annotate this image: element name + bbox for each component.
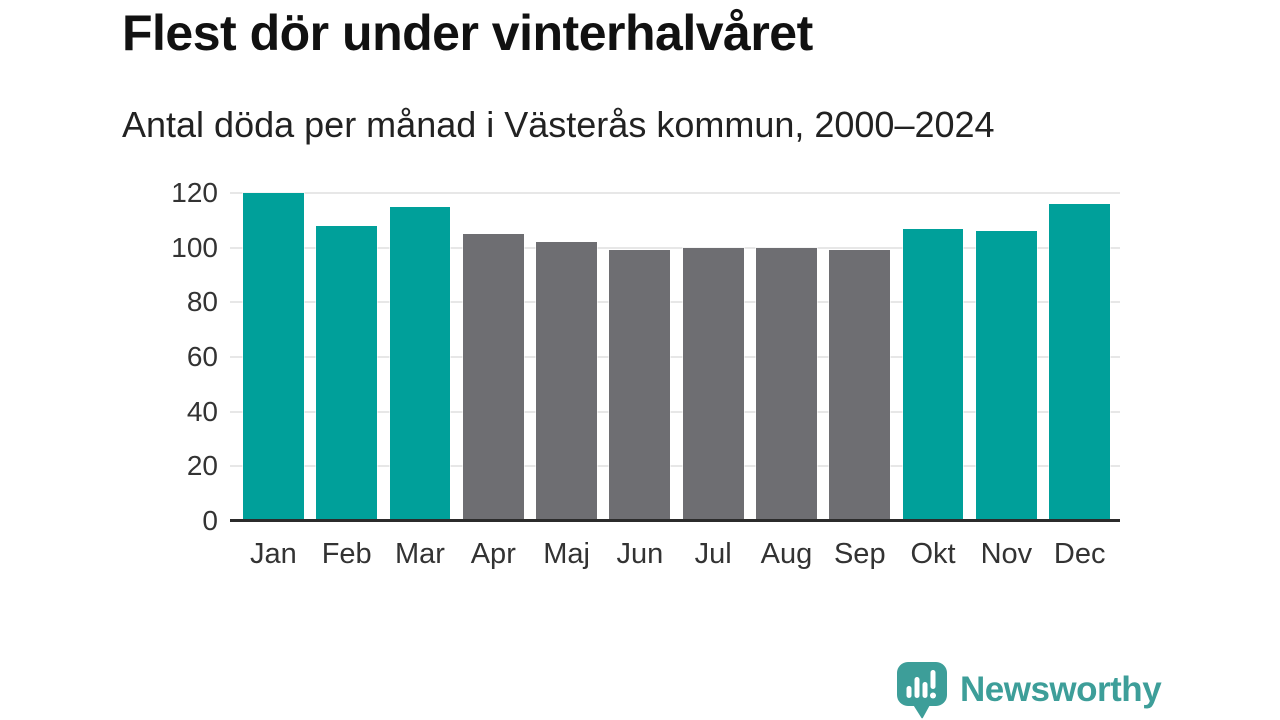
x-tick-label-apr: Apr bbox=[470, 538, 516, 570]
x-tick-label-nov: Nov bbox=[980, 538, 1033, 570]
x-tick-label-jul: Jul bbox=[694, 538, 732, 570]
bar-sep bbox=[829, 250, 891, 521]
x-tick-label-feb: Feb bbox=[321, 538, 372, 570]
gridline-120 bbox=[230, 192, 1120, 194]
x-tick-label-mar: Mar bbox=[395, 538, 445, 570]
y-tick-label-20: 20 bbox=[186, 450, 218, 482]
x-tick-label-dec: Dec bbox=[1053, 538, 1106, 570]
bar-jun bbox=[609, 250, 671, 521]
bar-feb bbox=[316, 225, 378, 521]
x-tick-label-sep: Sep bbox=[833, 538, 886, 570]
x-tick-label-aug: Aug bbox=[760, 538, 813, 570]
newsworthy-logo-text: Newsworthy bbox=[960, 670, 1162, 709]
y-tick-label-0: 0 bbox=[202, 505, 218, 536]
y-tick-label-100: 100 bbox=[171, 231, 218, 263]
bar-mar bbox=[389, 206, 451, 521]
x-tick-label-jun: Jun bbox=[616, 538, 664, 570]
gridline-80 bbox=[230, 301, 1120, 304]
x-axis-baseline bbox=[230, 519, 1120, 522]
y-tick-label-80: 80 bbox=[186, 286, 218, 318]
gridline-20 bbox=[230, 465, 1120, 468]
bar-okt bbox=[902, 228, 964, 521]
x-tick-label-jan: Jan bbox=[250, 538, 297, 570]
x-axis-labels: Jan Feb Mar Apr Maj Jun Jul Aug Sep Okt Nov Dec bbox=[230, 538, 1120, 571]
gridline-60 bbox=[230, 356, 1120, 358]
chart-title: Flest dör under vinterhalvåret bbox=[122, 5, 813, 61]
y-tick-label-40: 40 bbox=[186, 395, 218, 427]
newsworthy-logo: Newsworthy bbox=[896, 661, 1162, 719]
newsworthy-logo-icon bbox=[897, 662, 947, 719]
y-tick-label-60: 60 bbox=[186, 341, 218, 372]
gridline-40 bbox=[230, 410, 1120, 413]
x-tick-label-maj: Maj bbox=[543, 538, 590, 570]
y-tick-label-120: 120 bbox=[171, 177, 218, 208]
bar-jul bbox=[682, 247, 744, 521]
bar-aug bbox=[756, 247, 817, 521]
bar-nov bbox=[975, 231, 1037, 521]
bar-apr bbox=[462, 234, 524, 521]
bar-dec bbox=[1049, 203, 1111, 521]
gridline-100 bbox=[230, 246, 1120, 249]
bar-jan bbox=[243, 193, 304, 521]
plot-area bbox=[230, 193, 1120, 521]
bar-maj bbox=[536, 242, 597, 521]
chart-subtitle: Antal döda per månad i Västerås kommun, … bbox=[122, 104, 995, 145]
x-tick-label-okt: Okt bbox=[910, 538, 956, 570]
